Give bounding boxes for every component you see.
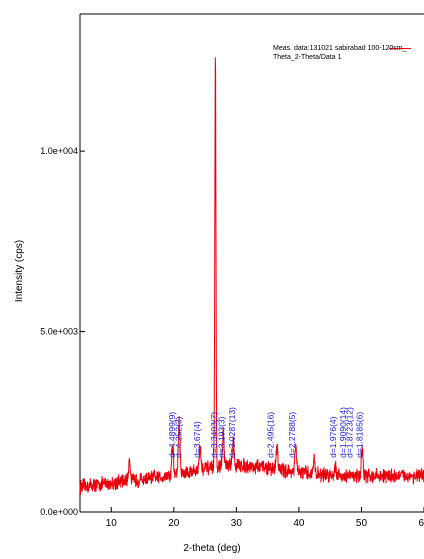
legend-entry-sublabel: Theta_2-Theta/Data 1 — [273, 54, 342, 61]
y-axis-label: Intensity (cps) — [14, 239, 25, 303]
peak-label: d=2.2788(5) — [287, 412, 297, 458]
xrd-trace-line — [79, 57, 424, 495]
legend-entry-label: Meas. data:131021 sabirabad 100-120sm_ — [273, 45, 407, 52]
peak-label: d=1.8185(6) — [355, 412, 365, 458]
x-tick-label: 20 — [168, 518, 180, 529]
legend-swatch — [389, 48, 411, 49]
peak-label: d=4.252(3) — [173, 416, 183, 458]
y-tick-label: 1.0e+004 — [40, 146, 78, 156]
axes — [79, 13, 424, 513]
data-series — [79, 57, 424, 495]
y-tick-label: 0.0e+000 — [40, 507, 78, 517]
x-tick-label: 50 — [356, 518, 368, 529]
peak-label: d=3.0287(13) — [227, 407, 237, 458]
legend: Meas. data:131021 sabirabad 100-120sm_ T… — [273, 44, 411, 62]
peak-label: d=2.495(16) — [265, 412, 275, 458]
peak-label: d=1.976(4) — [328, 416, 338, 458]
y-tick-label: 5.0e+003 — [40, 327, 78, 337]
x-tick-label: 40 — [293, 518, 305, 529]
peak-label: d=1.8723(12) — [345, 407, 355, 458]
peak-label: d=3.67(4) — [192, 421, 202, 458]
x-tick-label: 30 — [231, 518, 243, 529]
x-tick-label: 10 — [106, 518, 118, 529]
peak-annotations: d=4.4899(9)d=4.252(3) d=3.67(4) d=3.3403(7… — [167, 407, 365, 458]
peak-label: d=3.3403(7) — [209, 412, 219, 458]
peak-label: d=3.193(3) — [216, 416, 226, 458]
x-axis-label: 2-theta (deg) — [183, 543, 241, 554]
x-tick-label: 60 — [418, 518, 424, 529]
tick-labels: 10 20 30 40 50 60 0.0e+000 5.0e+003 1.0e+004 — [40, 146, 424, 529]
peak-label: d=4.4899(9) — [167, 412, 177, 458]
peak-label: d=1.9090(14) — [338, 407, 348, 458]
